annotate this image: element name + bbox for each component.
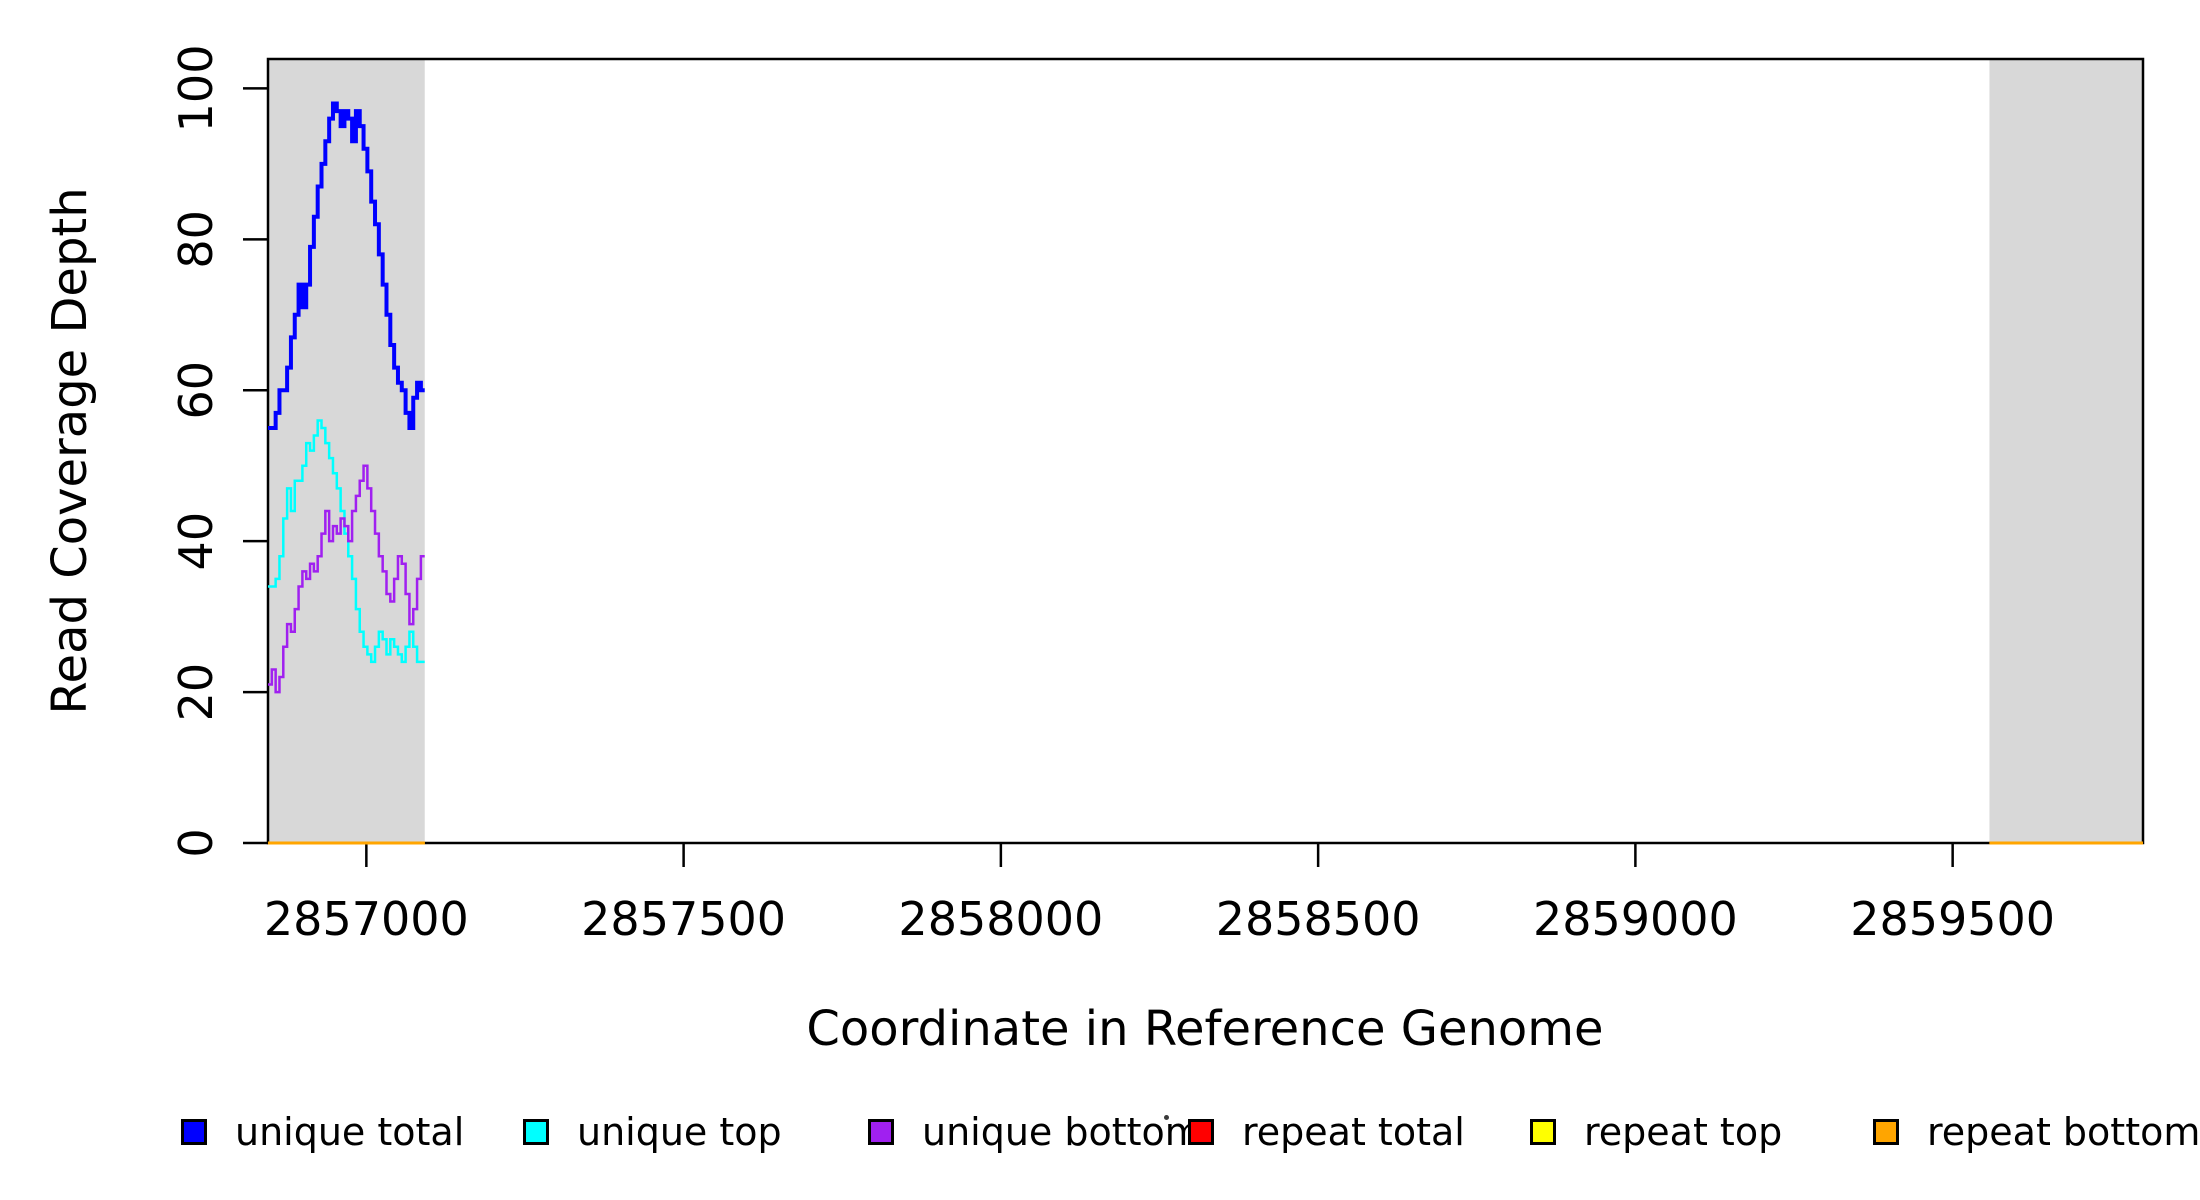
legend-item-unique-top: unique top — [523, 1110, 782, 1154]
chart-legend: unique total unique top unique bottom repea… — [0, 1110, 2200, 1162]
legend-swatch-unique-total — [181, 1119, 207, 1145]
y-tick-label: 20 — [169, 663, 223, 722]
series-line-unique-bottom — [268, 464, 425, 694]
x-tick-label: 2857000 — [264, 892, 469, 946]
y-axis-title: Read Coverage Depth — [42, 187, 98, 714]
x-tick-label: 2858000 — [898, 892, 1103, 946]
x-tick-label: 2857500 — [581, 892, 786, 946]
legend-label: repeat top — [1584, 1110, 1783, 1154]
legend-label: repeat total — [1242, 1110, 1465, 1154]
legend-item-repeat-top: repeat top — [1530, 1110, 1783, 1154]
y-tick-label: 40 — [169, 512, 223, 571]
y-tick-label: 100 — [169, 45, 223, 133]
plot-border — [266, 57, 2145, 845]
y-axis-ticks: 0 20 40 60 80 100 — [169, 45, 268, 858]
legend-swatch-repeat-bottom — [1873, 1119, 1899, 1145]
legend-label: unique bottom — [922, 1110, 1202, 1154]
y-tick-label: 0 — [169, 828, 223, 857]
legend-swatch-unique-bottom — [868, 1119, 894, 1145]
legend-item-unique-bottom: unique bottom — [868, 1110, 1202, 1154]
legend-label: unique top — [577, 1110, 782, 1154]
right-repeat-region — [1989, 59, 2143, 843]
x-tick-label: 2858500 — [1216, 892, 1421, 946]
legend-label: repeat bottom — [1927, 1110, 2200, 1154]
legend-swatch-repeat-total — [1188, 1119, 1214, 1145]
legend-label: unique total — [235, 1110, 465, 1154]
x-axis-ticks: 2857000 2857500 2858000 2858500 2859000 28595… — [264, 843, 2055, 946]
legend-item-repeat-bottom: repeat bottom — [1873, 1110, 2200, 1154]
left-repeat-region — [268, 59, 425, 843]
legend-item-unique-total: unique total — [181, 1110, 465, 1154]
legend-swatch-repeat-top — [1530, 1119, 1556, 1145]
y-tick-label: 60 — [169, 361, 223, 420]
x-tick-label: 2859000 — [1533, 892, 1738, 946]
x-tick-label: 2859500 — [1850, 892, 2055, 946]
shaded-repeat-regions — [268, 59, 2143, 843]
coverage-chart: 2857000 2857500 2858000 2858500 2859000 28595… — [42, 45, 2145, 1057]
series-line-unique-total — [268, 101, 425, 430]
legend-item-repeat-total: repeat total — [1188, 1110, 1465, 1154]
series-lines — [268, 101, 2143, 845]
legend-swatch-unique-top — [523, 1119, 549, 1145]
x-axis-title: Coordinate in Reference Genome — [806, 1001, 1603, 1057]
stray-point-artifact — [1164, 1115, 1169, 1120]
y-tick-label: 80 — [169, 210, 223, 269]
